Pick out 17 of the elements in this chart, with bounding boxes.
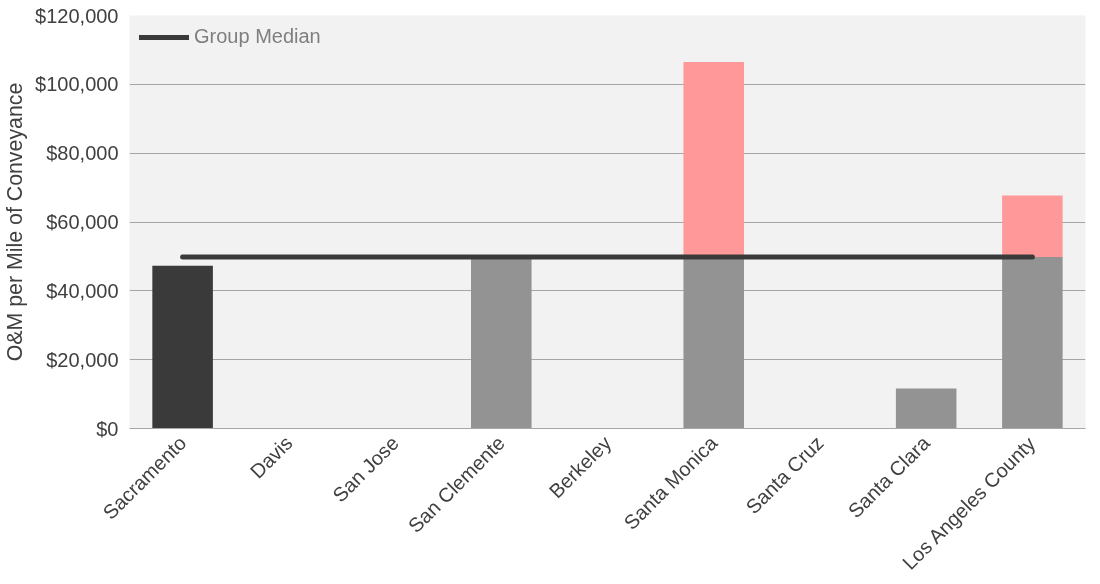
y-axis-title: O&M per Mile of Conveyance <box>3 82 28 362</box>
bar <box>895 388 957 429</box>
bar <box>683 257 744 429</box>
y-tick-label: $100,000 <box>35 73 119 96</box>
bar <box>683 61 744 258</box>
y-tick-label: $80,000 <box>46 142 119 165</box>
legend-label: Group Median <box>194 25 321 48</box>
y-tick-label: $120,000 <box>35 4 119 27</box>
bar <box>1002 195 1063 258</box>
bar <box>152 265 213 429</box>
x-tick-label: San Jose <box>328 431 403 507</box>
y-tick-label: $20,000 <box>46 348 119 371</box>
y-tick-label: $60,000 <box>46 211 119 233</box>
y-tick-label: $40,000 <box>46 279 119 302</box>
bar <box>1002 257 1063 429</box>
bar <box>471 257 532 429</box>
y-tick-label: $0 <box>96 417 119 440</box>
